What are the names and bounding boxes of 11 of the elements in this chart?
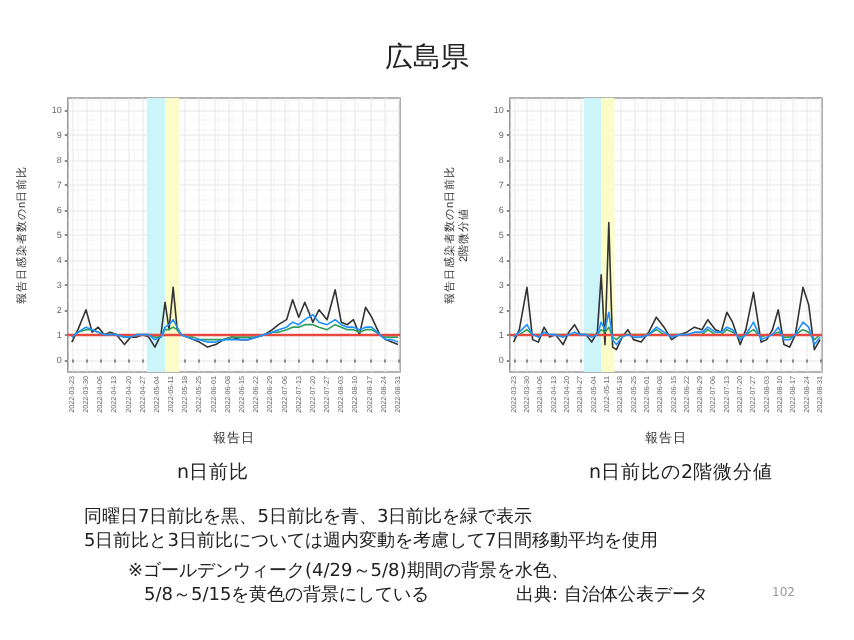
line-series bbox=[512, 311, 821, 346]
text: 同曜日7日前比を黒、5日前比を青、3日前比を緑で表示 bbox=[84, 505, 533, 530]
line-series bbox=[512, 221, 821, 351]
chart-title: 広島県 bbox=[383, 40, 471, 76]
text: ※ゴールデンウィーク(4/29～5/8)期間の背景を水色、 bbox=[128, 559, 569, 584]
text: 5日前比と3日前比については週内変動を考慮して7日間移動平均を使用 bbox=[84, 529, 659, 554]
text: n日前比 bbox=[174, 460, 252, 486]
line-series bbox=[71, 313, 399, 343]
text: n日前比の2階微分値 bbox=[586, 460, 776, 486]
text: 5/8～5/15を黄色の背景にしている bbox=[144, 583, 430, 608]
source-note: 出典: 自治体公表データ bbox=[516, 583, 708, 608]
